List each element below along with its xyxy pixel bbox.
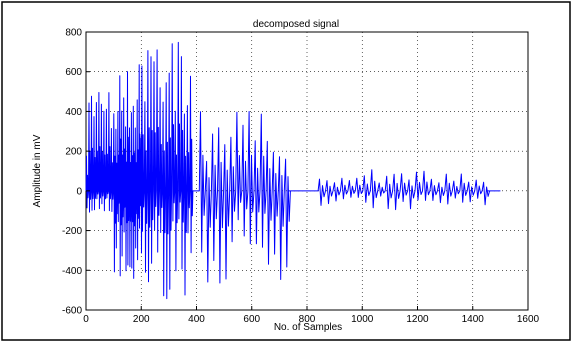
y-tick-label: -400 [62,266,82,277]
x-tick-label: 600 [243,314,260,325]
y-tick-label: -600 [62,306,82,317]
x-tick-label: 1600 [517,314,540,325]
y-tick-label: 600 [65,67,82,78]
x-tick-label: 0 [83,314,89,325]
y-tick-label: 400 [65,107,82,118]
x-tick-label: 200 [133,314,150,325]
chart-title: decomposed signal [253,19,339,30]
y-tick-label: 200 [65,147,82,158]
y-axis: -600 -400 -200 0 200 400 600 800 [62,28,90,317]
x-axis: 0 200 400 600 800 1000 1200 1400 1600 [83,306,540,325]
x-tick-label: 1000 [351,314,374,325]
x-tick-label: 800 [299,314,316,325]
x-tick-label: 1400 [462,314,485,325]
y-tick-label: 0 [76,186,82,197]
y-tick-label: -200 [62,226,82,237]
x-tick-label: 1200 [406,314,429,325]
y-axis-label: Amplitude in mV [32,134,43,207]
x-axis-label: No. of Samples [274,322,342,333]
y-tick-label: 800 [65,28,82,39]
signal-line [85,41,501,300]
signal-trace [85,41,501,300]
x-tick-label: 400 [188,314,205,325]
